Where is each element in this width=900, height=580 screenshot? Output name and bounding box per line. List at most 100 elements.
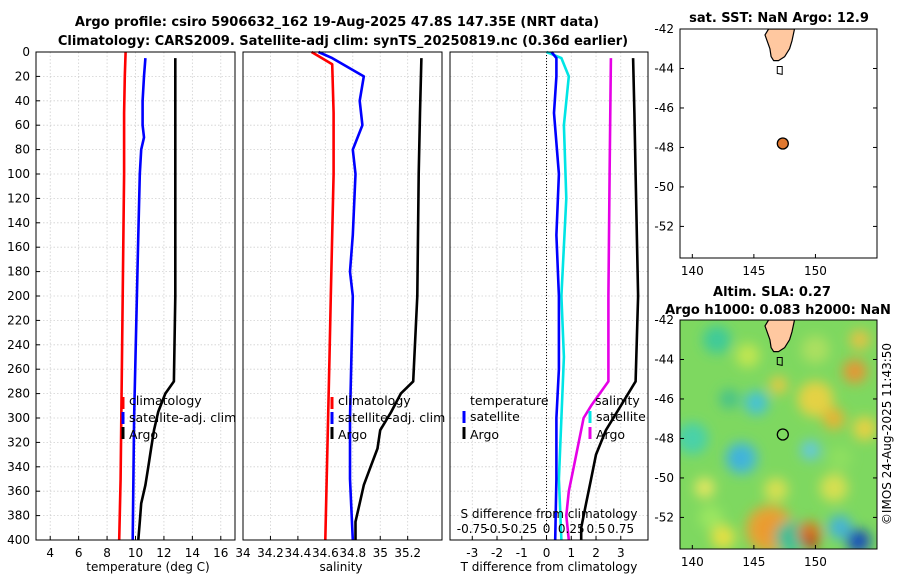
sla-blob — [803, 536, 818, 549]
map-x-tick-label: 150 — [804, 264, 827, 278]
sla-blob — [822, 407, 845, 430]
legend-title-salinity: salinity — [595, 393, 640, 408]
map-x-tick-label: 140 — [681, 555, 704, 569]
argo-float-marker — [776, 428, 789, 441]
x-tick-label: 8 — [103, 546, 111, 560]
sla-blob — [828, 446, 853, 471]
map-y-tick-label: -44 — [654, 352, 674, 366]
map-y-tick-label: -46 — [654, 392, 674, 406]
sla-blob — [744, 390, 769, 415]
y-tick-label: 200 — [7, 289, 30, 303]
legend-label-s-satellite: satellite — [596, 409, 646, 424]
series-line-climatology — [310, 50, 335, 541]
temperature-xlabel: temperature (deg C) — [86, 560, 209, 574]
legend-label-satellite: satellite-adj. clim — [129, 410, 236, 425]
legend-label-satellite: satellite-adj. clim — [338, 410, 445, 425]
sst-map-title: sat. SST: NaN Argo: 12.9 — [689, 11, 869, 26]
x-tick-label: -1 — [516, 546, 528, 560]
map-frame — [679, 28, 878, 259]
difference-panel: -3 -2 -1 0 1 2 3 -0.75-0.5-0.25 0 0.25 0.5 0.75 — [449, 50, 649, 560]
main-title-line1: Argo profile: csiro 5906632_162 19-Aug-2… — [75, 15, 599, 30]
series-line-argo — [354, 58, 423, 540]
y-tick-label: 340 — [7, 460, 30, 474]
x-tick-label: 3 — [617, 546, 625, 560]
legend-label-t-satellite: satellite — [470, 409, 520, 424]
map-frame — [679, 319, 878, 550]
x-tick-label: -2 — [491, 546, 503, 560]
map-content — [680, 29, 877, 258]
sla-blob — [849, 329, 870, 350]
sla-blob — [801, 335, 830, 364]
map-x-tick-label: 140 — [681, 264, 704, 278]
imos-watermark: ©IMOS 24-Aug-2025 11:43:50 — [880, 343, 894, 525]
series-line-s-argo-clim — [564, 58, 613, 541]
x-tick-label: 2 — [592, 546, 600, 560]
x-tick-label: 0 — [543, 546, 551, 560]
s-tick-label: 0.5 — [586, 522, 605, 536]
sla-blob — [725, 442, 758, 475]
sla-map-title-line2: Argo h1000: 0.083 h2000: NaN — [665, 303, 891, 318]
s-tick-label: 0 — [543, 522, 551, 536]
sla-blob — [769, 376, 788, 395]
y-tick-label: 0 — [22, 45, 30, 59]
x-tick-label: 34.4 — [285, 546, 312, 560]
x-tick-label: 35.2 — [394, 546, 421, 560]
y-tick-label: 80 — [15, 143, 30, 157]
series-line-t-satellite-clim — [546, 50, 571, 541]
y-tick-label: 320 — [7, 435, 30, 449]
plot-frame — [35, 51, 236, 541]
plot-frame — [242, 51, 443, 541]
sla-blob — [698, 505, 723, 530]
sla-blob — [852, 416, 877, 441]
salinity-xlabel: salinity — [319, 560, 362, 574]
legend-title-temperature: temperature — [470, 393, 549, 408]
sla-blob — [711, 525, 736, 549]
map-content — [680, 320, 877, 549]
x-tick-label: 34.6 — [312, 546, 339, 560]
s-tick-label: -0.75 — [457, 522, 488, 536]
x-tick-label: 34 — [235, 546, 250, 560]
sla-blob — [819, 473, 848, 502]
legend-label-climatology: climatology — [338, 393, 411, 408]
y-tick-label: 180 — [7, 265, 30, 279]
map-y-tick-label: -50 — [654, 180, 674, 194]
map-y-tick-label: -42 — [654, 22, 674, 36]
salinity-panel: 34 34.2 34.4 34.6 34.8 35 35.2 — [235, 50, 443, 560]
sla-blob — [719, 388, 740, 409]
tasmania-land — [764, 320, 796, 353]
y-tick-label: 280 — [7, 387, 30, 401]
legend-label-t-argo: Argo — [470, 427, 499, 442]
main-title-line2: Climatology: CARS2009. Satellite-adj cli… — [58, 34, 628, 49]
sla-blob — [735, 343, 760, 368]
s-tick-label: 0.75 — [607, 522, 634, 536]
sla-map-panel: 140 145 150 -42 -44 -46 -48 -50 -52 — [654, 313, 878, 569]
x-tick-label: 10 — [128, 546, 143, 560]
s-tick-label: -0.5 — [485, 522, 508, 536]
x-tick-label: 16 — [213, 546, 228, 560]
series-line-climatology — [117, 51, 127, 541]
sla-blob — [842, 359, 867, 384]
map-y-tick-label: -50 — [654, 471, 674, 485]
tasmania-land — [764, 29, 796, 62]
sst-map-panel: 140 145 150 -42 -44 -46 -48 -50 -52 — [654, 22, 878, 278]
y-tick-label: 20 — [15, 69, 30, 83]
map-x-tick-label: 150 — [804, 555, 827, 569]
y-tick-label: 40 — [15, 94, 30, 108]
series-line-s-satellite-clim — [550, 51, 561, 541]
x-tick-label: -3 — [466, 546, 478, 560]
legend-label-climatology: climatology — [129, 393, 202, 408]
sla-blob — [797, 380, 834, 417]
shelf-contour — [776, 66, 783, 76]
x-tick-label: 35 — [373, 546, 388, 560]
y-tick-label: 400 — [7, 533, 30, 547]
sla-blob — [694, 477, 715, 498]
x-tick-label: 6 — [75, 546, 83, 560]
sla-blob — [764, 477, 789, 502]
sla-blob — [846, 529, 871, 549]
sla-field — [680, 325, 877, 549]
sla-blob — [800, 440, 821, 461]
map-y-tick-label: -48 — [654, 140, 674, 154]
series-line-t-argo-clim — [579, 58, 640, 540]
s-tick-label: 0.25 — [558, 522, 585, 536]
